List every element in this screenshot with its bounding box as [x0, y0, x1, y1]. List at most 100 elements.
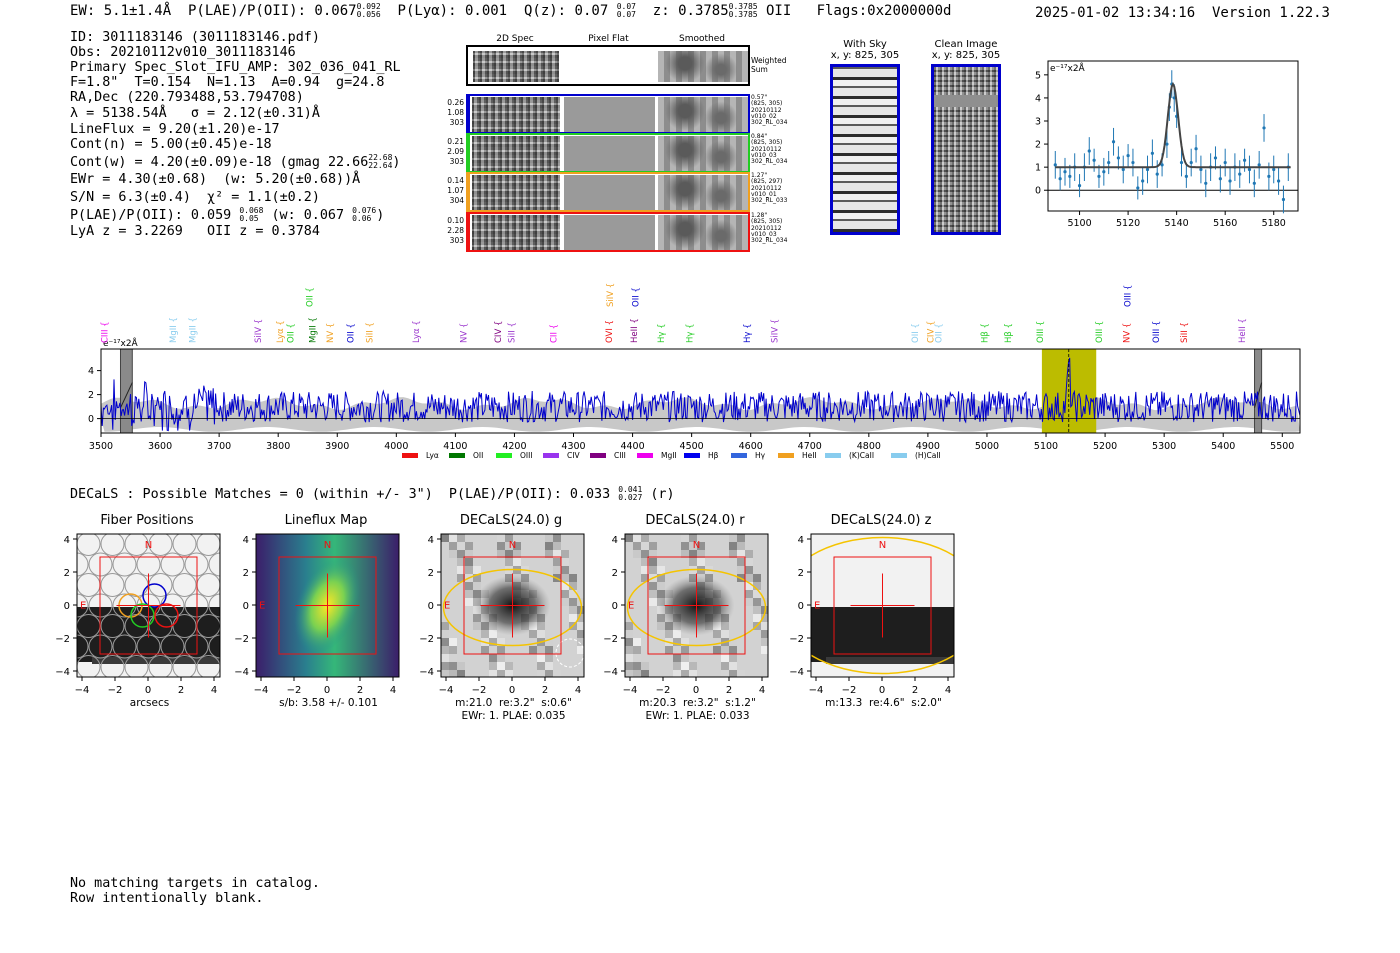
row-smoothed-stamp: [658, 175, 748, 210]
spectrum-line-label-group: Hβ {: [1004, 323, 1014, 343]
spectrum-line-label-group: HeII {: [630, 318, 640, 343]
decals-pixel: [553, 566, 561, 574]
spectrum-y-tick-label: 4: [88, 366, 94, 377]
cutout-y-tick-label: −4: [234, 667, 249, 678]
cutout-title: DECaLS(24.0) r: [645, 513, 745, 528]
decals-pixel: [441, 630, 449, 638]
decals-pixel: [561, 574, 569, 582]
decals-pixel: [457, 534, 465, 542]
legend-label: (H)CaII: [915, 451, 941, 460]
row-pixelflat-stamp: [564, 215, 655, 250]
decals-pixel: [577, 614, 584, 622]
decals-pixel: [713, 630, 721, 638]
spectrum-line-label: MgII {: [308, 317, 318, 343]
spectrum-line-label-group: OII {: [632, 287, 642, 307]
zoom-data-point: [1257, 163, 1261, 167]
decals-pixel: [737, 566, 745, 574]
decals-pixel: [649, 582, 657, 590]
fiber-highlight-blue: [142, 583, 167, 608]
spectrum-line-label: OII {: [346, 323, 356, 343]
spectrum-line-label-group: OVI {: [605, 320, 615, 343]
decals-pixel: [481, 630, 489, 638]
cutout-x-tick-label: 2: [542, 685, 548, 696]
zoom-data-point: [1107, 160, 1111, 165]
decals-pixel: [505, 534, 513, 542]
zoom-data-point: [1179, 160, 1184, 165]
decals-pixel: [577, 622, 584, 630]
decals-pixel: [721, 646, 729, 654]
decals-pixel: [737, 550, 745, 558]
cutout-panel: Fiber Positions N E 4 2 0 −2 −4 −4 −2 0 2 4 arcsecs: [47, 510, 247, 725]
info-primary-spec: Primary Spec_Slot_IFU_AMP: 302_036_041_R…: [70, 60, 401, 75]
cutout-content: [441, 534, 584, 677]
cutout-x-tick-label: −2: [842, 685, 857, 696]
decals-pixel: [737, 558, 745, 566]
legend-swatch: [637, 453, 653, 458]
spec2d-row-frame: [466, 94, 750, 134]
decals-pixel: [713, 646, 721, 654]
spectrum-line-label: Hγ {: [685, 323, 695, 343]
decals-pixel: [577, 638, 584, 646]
spectrum-line-label: NV {: [1122, 323, 1132, 343]
decals-pixel: [441, 662, 449, 670]
footer-blank-row: Row intentionally blank.: [70, 891, 264, 906]
spectrum-flux-line: [100, 357, 1301, 432]
row-2dspec-stamp: [472, 136, 560, 171]
decals-pixel: [465, 542, 473, 550]
header-summary: EW: 5.1±1.4Å P(LAE)/P(OII): 0.067 0.092 0.…: [70, 2, 952, 20]
decals-pixel: [689, 534, 697, 542]
decals-pixel: [569, 574, 577, 582]
cutout-subtitle-2: EWr: 1. PLAE: 0.035: [461, 710, 566, 722]
cutout-x-tick-label: 0: [693, 685, 699, 696]
cutout-y-tick-label: −4: [419, 667, 434, 678]
zoom-model-line: [1055, 81, 1291, 169]
zoom-x-tick-label: 5140: [1165, 218, 1189, 229]
zoom-line-chart: 5100 5120 5140 5160 5180 0 1 2 3 4 5 e⁻¹⁷x2Å: [1035, 60, 1299, 229]
clean-image-mask-band: [934, 95, 998, 107]
legend-swatch: [543, 453, 559, 458]
decals-pixel: [465, 590, 473, 598]
north-label: N: [509, 540, 516, 551]
legend-label: Hγ: [755, 451, 766, 460]
zoom-data-point: [1102, 170, 1106, 174]
fiber-circle: [100, 614, 125, 638]
decals-pixel: [721, 662, 729, 670]
aperture-box: [647, 556, 746, 655]
cutout-ellipse: [811, 536, 954, 675]
spectrum-x-tick-label: 4900: [916, 441, 940, 452]
zoom-data-point: [1136, 186, 1140, 190]
fiber-circle: [148, 534, 173, 556]
decals-pixel: [761, 646, 768, 654]
spectrum-mask-hatch: [120, 382, 133, 409]
spectrum-masked-range: [1254, 348, 1263, 434]
zoom-data-point: [1165, 142, 1169, 146]
decals-pixel: [657, 590, 665, 598]
spectrum-line-label-group: MgII {: [189, 317, 199, 343]
decals-pixel: [697, 542, 705, 550]
decals-pixel: [473, 622, 481, 630]
spectrum-line-label: CIV {: [494, 321, 504, 343]
cutout-image: N E 4 2 0 −2 −4 −4 −2 0 2 4: [419, 533, 585, 696]
fiber-circle: [208, 634, 220, 659]
aperture-box: [99, 556, 198, 655]
spectrum-line-label: OII {: [632, 287, 642, 307]
decals-pixel: [649, 558, 657, 566]
decals-pixel: [641, 558, 649, 566]
cutout-y-tick-label: 2: [428, 568, 434, 579]
spectrum-x-tick-label: 4600: [739, 441, 763, 452]
spectrum-line-label-group: OIII {: [1036, 321, 1046, 343]
spectrum-line-label-group: CIII {: [101, 321, 111, 343]
cutout-x-tick-label: −4: [75, 685, 90, 696]
east-label: E: [259, 601, 265, 612]
spectrum-line-label: NV {: [326, 323, 336, 343]
cutout-y-tick-label: −4: [55, 667, 70, 678]
decals-pixel: [441, 622, 449, 630]
cutout-x-tick-label: 2: [726, 685, 732, 696]
decals-ellipse: [442, 568, 583, 647]
decals-pixel: [753, 574, 761, 582]
info-plae: P(LAE)/P(OII): 0.059 0.068 0.05 (w: 0.067…: [70, 206, 385, 224]
decals-pixel: [465, 566, 473, 574]
spectrum-line-label: OIII {: [1152, 321, 1162, 343]
decals-pixel: [553, 542, 561, 550]
spectrum-line-label: OVI {: [605, 320, 615, 343]
